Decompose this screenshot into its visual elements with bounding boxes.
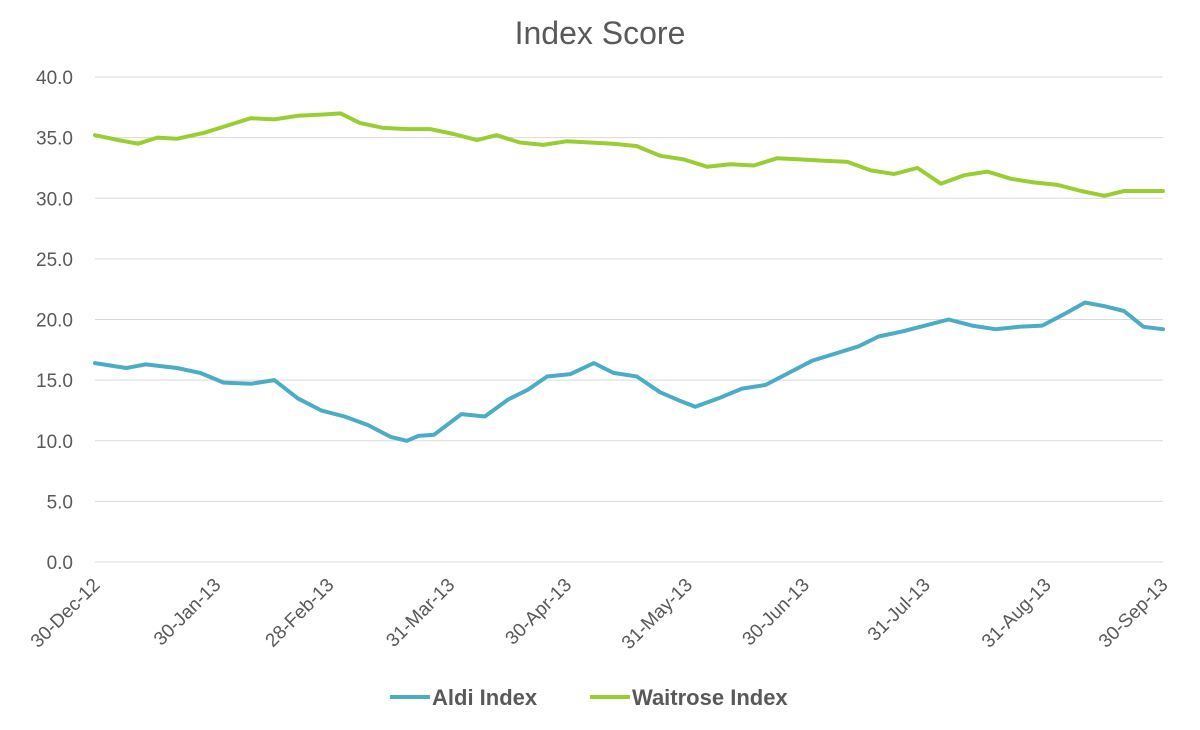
series-lines (93, 111, 1165, 443)
x-tick-label: 31-Jul-13 (864, 575, 935, 646)
x-tick-label: 30-Jan-13 (150, 575, 225, 650)
y-tick-label: 35.0 (36, 129, 73, 150)
x-tick-label: 30-Apr-13 (502, 575, 577, 650)
x-tick-label: 31-Mar-13 (382, 575, 459, 652)
y-tick-label: 15.0 (36, 371, 73, 392)
x-tick-label: 28-Feb-13 (262, 575, 339, 652)
y-tick-label: 30.0 (36, 189, 73, 210)
legend-item: Waitrose Index (590, 685, 788, 710)
y-axis-tick-labels: 0.0 5.0 10.0 15.0 20.0 25.0 30.0 35.0 40.0 (36, 68, 73, 574)
legend-label: Aldi Index (432, 685, 538, 710)
y-tick-label: 0.0 (47, 553, 73, 574)
y-tick-label: 20.0 (36, 311, 73, 332)
chart-title: Index Score (515, 15, 686, 51)
legend-label: Waitrose Index (632, 685, 788, 710)
y-tick-label: 10.0 (36, 432, 73, 453)
y-tick-label: 25.0 (36, 250, 73, 271)
x-tick-label: 30-Dec-12 (27, 575, 105, 653)
legend-item: Aldi Index (390, 685, 538, 710)
series-line-waitrose-index (93, 111, 1165, 198)
gridlines (95, 76, 1163, 563)
x-tick-label: 30-Sep-13 (1095, 575, 1173, 653)
x-tick-label: 30-Jun-13 (739, 575, 814, 650)
series-line-aldi-index (93, 300, 1165, 443)
legend: Aldi Index Waitrose Index (390, 685, 788, 710)
x-tick-label: 31-May-13 (618, 575, 697, 654)
x-axis-tick-labels: 30-Dec-12 30-Jan-13 28-Feb-13 31-Mar-13 30-A… (27, 575, 1173, 654)
y-tick-label: 5.0 (47, 492, 73, 513)
x-tick-label: 31-Aug-13 (978, 575, 1056, 653)
y-tick-label: 40.0 (36, 68, 73, 89)
